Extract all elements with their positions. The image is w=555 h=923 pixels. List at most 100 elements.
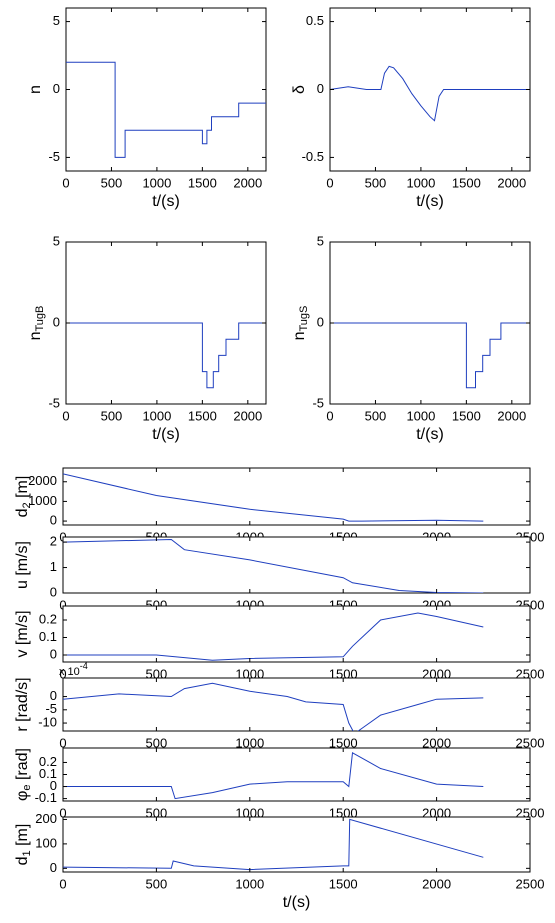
chart: 0 500 1000 1500 2000 2500-10-50r [rad/s]x 10-… <box>14 661 544 750</box>
y-axis-label: φe [rad] <box>14 748 33 801</box>
data-line <box>63 682 484 731</box>
x-axis-label: t/(s) <box>283 894 311 911</box>
y-tick-label: 0 <box>50 860 57 875</box>
plot-area <box>63 538 484 593</box>
x-tick-label: 0 <box>326 175 333 190</box>
y-axis-label: δ <box>291 85 308 94</box>
y-exponent-base: x 10 <box>59 666 80 678</box>
y-axis-label-part: [m] <box>14 824 31 851</box>
y-tick-label: 0 <box>50 513 57 528</box>
y-axis-label-part: n <box>291 331 308 340</box>
x-tick-label: 1000 <box>406 408 435 423</box>
y-tick-label: 2 <box>50 534 57 549</box>
y-tick-label: -5 <box>48 149 60 164</box>
x-tick-label: 500 <box>146 876 168 891</box>
plot-frame <box>62 747 531 802</box>
x-axis-label: t/(s) <box>152 193 180 210</box>
data-line <box>63 473 484 522</box>
x-tick-label: 500 <box>365 408 387 423</box>
y-axis-label-part: d <box>14 508 31 517</box>
y-axis-label: u [m/s] <box>14 541 31 589</box>
y-axis-label-part: φ <box>14 791 31 801</box>
y-tick-label: -5 <box>45 701 57 716</box>
y-tick-label: 5 <box>53 233 60 248</box>
y-tick-label: 2000 <box>28 473 57 488</box>
y-exponent: x 10-4 <box>59 661 88 678</box>
y-tick-label: 0 <box>50 584 57 599</box>
y-axis-label: d1 [m] <box>14 824 33 866</box>
y-tick-label: -5 <box>48 395 60 410</box>
x-tick-label: 2000 <box>233 408 262 423</box>
y-tick-label: 5 <box>317 233 324 248</box>
x-tick-label: 500 <box>101 408 123 423</box>
x-tick-label: 0 <box>59 666 66 681</box>
y-tick-label: 0.2 <box>39 611 57 626</box>
y-axis-label-part: [rad] <box>14 748 31 784</box>
data-line <box>330 65 530 122</box>
x-tick-label: 0 <box>62 408 69 423</box>
plot-frame <box>62 677 531 732</box>
y-tick-label: -0.1 <box>35 790 57 805</box>
plot-area <box>63 473 484 522</box>
data-line <box>63 538 484 593</box>
x-tick-label: 2000 <box>497 408 526 423</box>
x-tick-label: 1500 <box>329 735 358 750</box>
x-tick-label: 1500 <box>188 408 217 423</box>
y-tick-label: 0.5 <box>306 13 324 28</box>
plot-area <box>63 751 484 800</box>
y-tick-label: 0.1 <box>39 629 57 644</box>
x-tick-label: 2000 <box>422 876 451 891</box>
x-tick-label: 1000 <box>235 876 264 891</box>
x-tick-label: 0 <box>62 175 69 190</box>
x-tick-label: 0 <box>59 876 66 891</box>
y-axis-label: r [rad/s] <box>14 677 31 731</box>
chart: 05001000150020002500010002000d2 [m] <box>14 467 544 544</box>
x-tick-label: 1500 <box>329 876 358 891</box>
y-axis-label-part: d <box>14 856 31 865</box>
x-tick-label: 0 <box>59 597 66 612</box>
x-tick-label: 1000 <box>142 408 171 423</box>
y-tick-label: 0 <box>317 81 324 96</box>
x-tick-label: 1000 <box>406 175 435 190</box>
x-tick-label: 2500 <box>516 735 545 750</box>
y-axis-label-part: n <box>27 331 44 340</box>
y-tick-label: 0.1 <box>39 766 57 781</box>
x-axis-label: t/(s) <box>416 426 444 443</box>
x-tick-label: 0 <box>326 408 333 423</box>
chart: 0 500 1000 1500 2000 2500-0.100.10.2φe [rad] <box>14 747 544 820</box>
data-line <box>63 751 484 800</box>
y-exponent-sup: -4 <box>80 661 88 671</box>
x-tick-label: 500 <box>365 175 387 190</box>
y-axis-label-part: [m] <box>14 476 31 503</box>
y-axis-label: d2 [m] <box>14 476 33 518</box>
plot-area <box>63 682 484 731</box>
y-axis-label-part: TugS <box>298 306 310 332</box>
y-axis-label-part: e <box>21 784 33 790</box>
y-tick-label: 200 <box>35 811 57 826</box>
x-tick-label: 500 <box>146 735 168 750</box>
data-line <box>63 612 484 661</box>
plot-frame <box>62 816 531 873</box>
x-tick-label: 500 <box>101 175 123 190</box>
plot-area <box>330 322 530 389</box>
x-tick-label: 1000 <box>142 175 171 190</box>
y-tick-label: -0.5 <box>302 149 324 164</box>
y-tick-label: 5 <box>53 13 60 28</box>
x-tick-label: 1500 <box>452 408 481 423</box>
y-axis-label-part: 1 <box>21 850 33 856</box>
x-tick-label: 0 <box>59 805 66 820</box>
x-tick-label: 1500 <box>188 175 217 190</box>
y-axis-label-part: 2 <box>21 502 33 508</box>
x-axis-label: t/(s) <box>416 193 444 210</box>
chart: 0 500 1000 1500 2000-0.500.5t/(s)δ <box>291 7 531 210</box>
x-tick-label: 2500 <box>516 876 545 891</box>
plot-frame <box>62 605 531 663</box>
x-axis-label: t/(s) <box>152 426 180 443</box>
y-tick-label: 0.2 <box>39 754 57 769</box>
x-tick-label: 1500 <box>452 175 481 190</box>
plot-area <box>66 61 266 158</box>
